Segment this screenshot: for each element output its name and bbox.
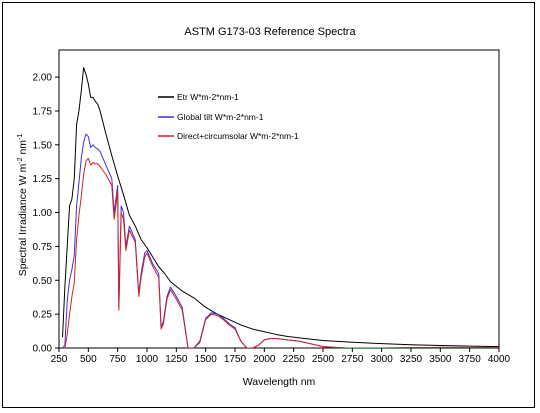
x-tick-label: 2500: [312, 354, 335, 365]
x-tick-label: 2000: [253, 354, 276, 365]
y-axis-label-exp1: -2: [17, 157, 24, 163]
x-tick-label: 750: [109, 354, 126, 365]
x-tick-label: 3250: [400, 354, 423, 365]
y-tick-label: 1.75: [33, 106, 53, 117]
x-tick-label: 1500: [195, 354, 218, 365]
x-tick-label: 2750: [341, 354, 364, 365]
x-axis: 250 500 750 1000 1250 1500 1750 2000 2250 2500 275…: [51, 348, 511, 365]
y-axis-label-mid: nm: [17, 140, 29, 158]
x-tick-label: 500: [80, 354, 97, 365]
x-tick-label: 3500: [429, 354, 452, 365]
series-line-3: [62, 157, 499, 348]
x-axis-label: Wavelength nm: [243, 376, 316, 388]
y-axis: 0.00 0.25 0.50 0.75 1.00 1.25 1.50 1.75 2.00: [33, 73, 59, 355]
x-tick-label: 4000: [488, 354, 511, 365]
y-tick-label: 0.25: [33, 310, 53, 321]
y-tick-label: 0.00: [33, 344, 53, 355]
x-tick-label: 3000: [371, 354, 394, 365]
y-tick-label: 0.75: [33, 242, 53, 253]
legend-label: Direct+circumsolar W*m-2*nm-1: [177, 131, 299, 141]
x-tick-label: 3750: [459, 354, 482, 365]
x-tick-label: 1750: [224, 354, 247, 365]
series-layer: [62, 67, 499, 348]
y-axis-label: Spectral Irradiance W m-2 nm-1: [17, 134, 29, 277]
y-axis-label-main: Spectral Irradiance W m: [17, 163, 29, 276]
x-tick-label: 1000: [136, 354, 159, 365]
y-tick-label: 2.00: [33, 73, 53, 84]
plot-area: [58, 49, 500, 349]
plot-border: [58, 49, 500, 349]
legend: Etr W*m-2*nm-1 Global tilt W*m-2*nm-1 Dire…: [158, 92, 299, 141]
legend-label: Global tilt W*m-2*nm-1: [177, 112, 264, 122]
y-axis-label-exp2: -1: [17, 134, 24, 140]
y-tick-label: 1.25: [33, 174, 53, 185]
y-tick-label: 1.50: [33, 140, 53, 151]
x-tick-label: 250: [51, 354, 68, 365]
x-tick-label: 1250: [165, 354, 188, 365]
y-tick-label: 0.50: [33, 276, 53, 287]
series-line-1: [62, 67, 499, 348]
y-tick-label: 1.00: [33, 208, 53, 219]
x-tick-label: 2250: [283, 354, 306, 365]
chart-title: ASTM G173-03 Reference Spectra: [184, 26, 356, 38]
legend-label: Etr W*m-2*nm-1: [177, 92, 239, 102]
